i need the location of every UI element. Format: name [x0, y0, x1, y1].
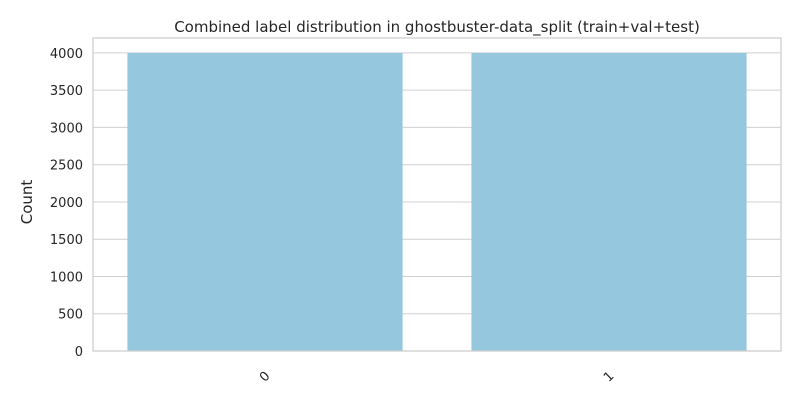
plot-frame [92, 37, 782, 352]
y-tick-label: 1500 [50, 233, 83, 248]
bar [471, 52, 747, 352]
y-axis-label: Count [18, 180, 36, 225]
x-tick-label: 1 [601, 369, 617, 385]
x-tick-label: 0 [257, 369, 273, 385]
chart-title: Combined label distribution in ghostbust… [174, 18, 700, 37]
y-tick-label: 1000 [50, 270, 83, 285]
y-tick-label: 4000 [50, 47, 83, 62]
y-tick-label: 500 [58, 308, 83, 323]
y-tick-label: 3500 [50, 84, 83, 99]
y-tick-label: 3000 [50, 121, 83, 136]
y-tick-label: 0 [75, 345, 83, 360]
bar [127, 52, 403, 352]
bars [127, 52, 747, 352]
y-tick-label: 2500 [50, 159, 83, 174]
y-ticks: 0 500 1000 1500 2000 2500 3000 3500 4000 [50, 47, 83, 360]
y-tick-label: 2000 [50, 196, 83, 211]
